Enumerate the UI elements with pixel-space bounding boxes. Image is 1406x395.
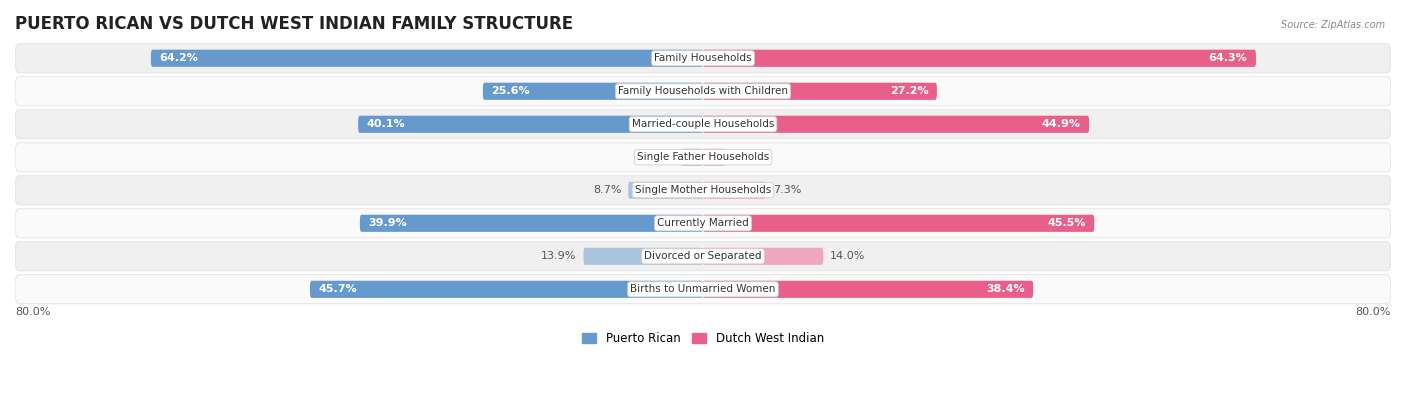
FancyBboxPatch shape [150, 50, 703, 67]
FancyBboxPatch shape [15, 209, 1391, 238]
Text: 44.9%: 44.9% [1042, 119, 1081, 129]
FancyBboxPatch shape [15, 176, 1391, 205]
Text: 2.6%: 2.6% [645, 152, 673, 162]
FancyBboxPatch shape [15, 242, 1391, 271]
Text: Divorced or Separated: Divorced or Separated [644, 251, 762, 261]
FancyBboxPatch shape [703, 182, 766, 199]
Text: 45.5%: 45.5% [1047, 218, 1085, 228]
Text: 80.0%: 80.0% [15, 307, 51, 317]
FancyBboxPatch shape [703, 248, 824, 265]
FancyBboxPatch shape [15, 275, 1391, 304]
FancyBboxPatch shape [482, 83, 703, 100]
Text: 25.6%: 25.6% [492, 86, 530, 96]
Text: Births to Unmarried Women: Births to Unmarried Women [630, 284, 776, 294]
FancyBboxPatch shape [703, 149, 725, 166]
Text: Married-couple Households: Married-couple Households [631, 119, 775, 129]
Text: Source: ZipAtlas.com: Source: ZipAtlas.com [1281, 20, 1385, 30]
Text: 27.2%: 27.2% [890, 86, 928, 96]
Text: 64.2%: 64.2% [159, 53, 198, 63]
FancyBboxPatch shape [360, 215, 703, 232]
Text: 7.3%: 7.3% [773, 185, 801, 195]
Legend: Puerto Rican, Dutch West Indian: Puerto Rican, Dutch West Indian [578, 327, 828, 350]
FancyBboxPatch shape [703, 50, 1256, 67]
Text: Single Mother Households: Single Mother Households [636, 185, 770, 195]
Text: Family Households: Family Households [654, 53, 752, 63]
Text: 80.0%: 80.0% [1355, 307, 1391, 317]
FancyBboxPatch shape [583, 248, 703, 265]
FancyBboxPatch shape [15, 44, 1391, 73]
Text: Currently Married: Currently Married [657, 218, 749, 228]
FancyBboxPatch shape [359, 116, 703, 133]
FancyBboxPatch shape [309, 281, 703, 298]
Text: Family Households with Children: Family Households with Children [619, 86, 787, 96]
FancyBboxPatch shape [681, 149, 703, 166]
FancyBboxPatch shape [15, 77, 1391, 106]
Text: 40.1%: 40.1% [367, 119, 405, 129]
Text: 13.9%: 13.9% [541, 251, 576, 261]
FancyBboxPatch shape [15, 143, 1391, 172]
FancyBboxPatch shape [703, 281, 1033, 298]
Text: 14.0%: 14.0% [831, 251, 866, 261]
Text: 2.6%: 2.6% [733, 152, 761, 162]
FancyBboxPatch shape [703, 83, 936, 100]
Text: 38.4%: 38.4% [986, 284, 1025, 294]
FancyBboxPatch shape [703, 215, 1094, 232]
FancyBboxPatch shape [628, 182, 703, 199]
Text: Single Father Households: Single Father Households [637, 152, 769, 162]
Text: 8.7%: 8.7% [593, 185, 621, 195]
FancyBboxPatch shape [703, 116, 1090, 133]
Text: PUERTO RICAN VS DUTCH WEST INDIAN FAMILY STRUCTURE: PUERTO RICAN VS DUTCH WEST INDIAN FAMILY… [15, 15, 574, 33]
Text: 39.9%: 39.9% [368, 218, 408, 228]
Text: 45.7%: 45.7% [319, 284, 357, 294]
Text: 64.3%: 64.3% [1209, 53, 1247, 63]
FancyBboxPatch shape [15, 110, 1391, 139]
